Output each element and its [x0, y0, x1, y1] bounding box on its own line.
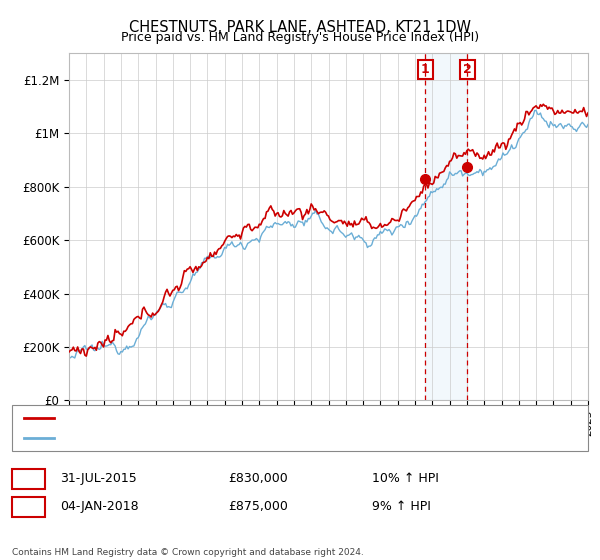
Text: 10% ↑ HPI: 10% ↑ HPI — [372, 472, 439, 486]
Text: 04-JAN-2018: 04-JAN-2018 — [60, 500, 139, 514]
Text: 2: 2 — [24, 500, 32, 514]
Text: 9% ↑ HPI: 9% ↑ HPI — [372, 500, 431, 514]
Bar — [425, 53, 467, 400]
Text: Price paid vs. HM Land Registry's House Price Index (HPI): Price paid vs. HM Land Registry's House … — [121, 31, 479, 44]
Text: £830,000: £830,000 — [228, 472, 288, 486]
Text: 31-JUL-2015: 31-JUL-2015 — [60, 472, 137, 486]
Text: 1: 1 — [421, 63, 430, 76]
Text: HPI: Average price, detached house, Mole Valley: HPI: Average price, detached house, Mole… — [63, 433, 332, 444]
Text: CHESTNUTS, PARK LANE, ASHTEAD, KT21 1DW: CHESTNUTS, PARK LANE, ASHTEAD, KT21 1DW — [129, 20, 471, 35]
Text: 2: 2 — [463, 63, 472, 76]
Text: Contains HM Land Registry data © Crown copyright and database right 2024.: Contains HM Land Registry data © Crown c… — [12, 548, 364, 557]
Text: CHESTNUTS, PARK LANE, ASHTEAD, KT21 1DW (detached house): CHESTNUTS, PARK LANE, ASHTEAD, KT21 1DW … — [63, 413, 425, 423]
Text: 1: 1 — [24, 472, 32, 486]
Text: £875,000: £875,000 — [228, 500, 288, 514]
